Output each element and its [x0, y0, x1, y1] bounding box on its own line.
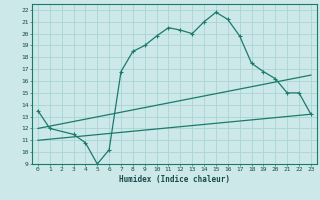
X-axis label: Humidex (Indice chaleur): Humidex (Indice chaleur)	[119, 175, 230, 184]
